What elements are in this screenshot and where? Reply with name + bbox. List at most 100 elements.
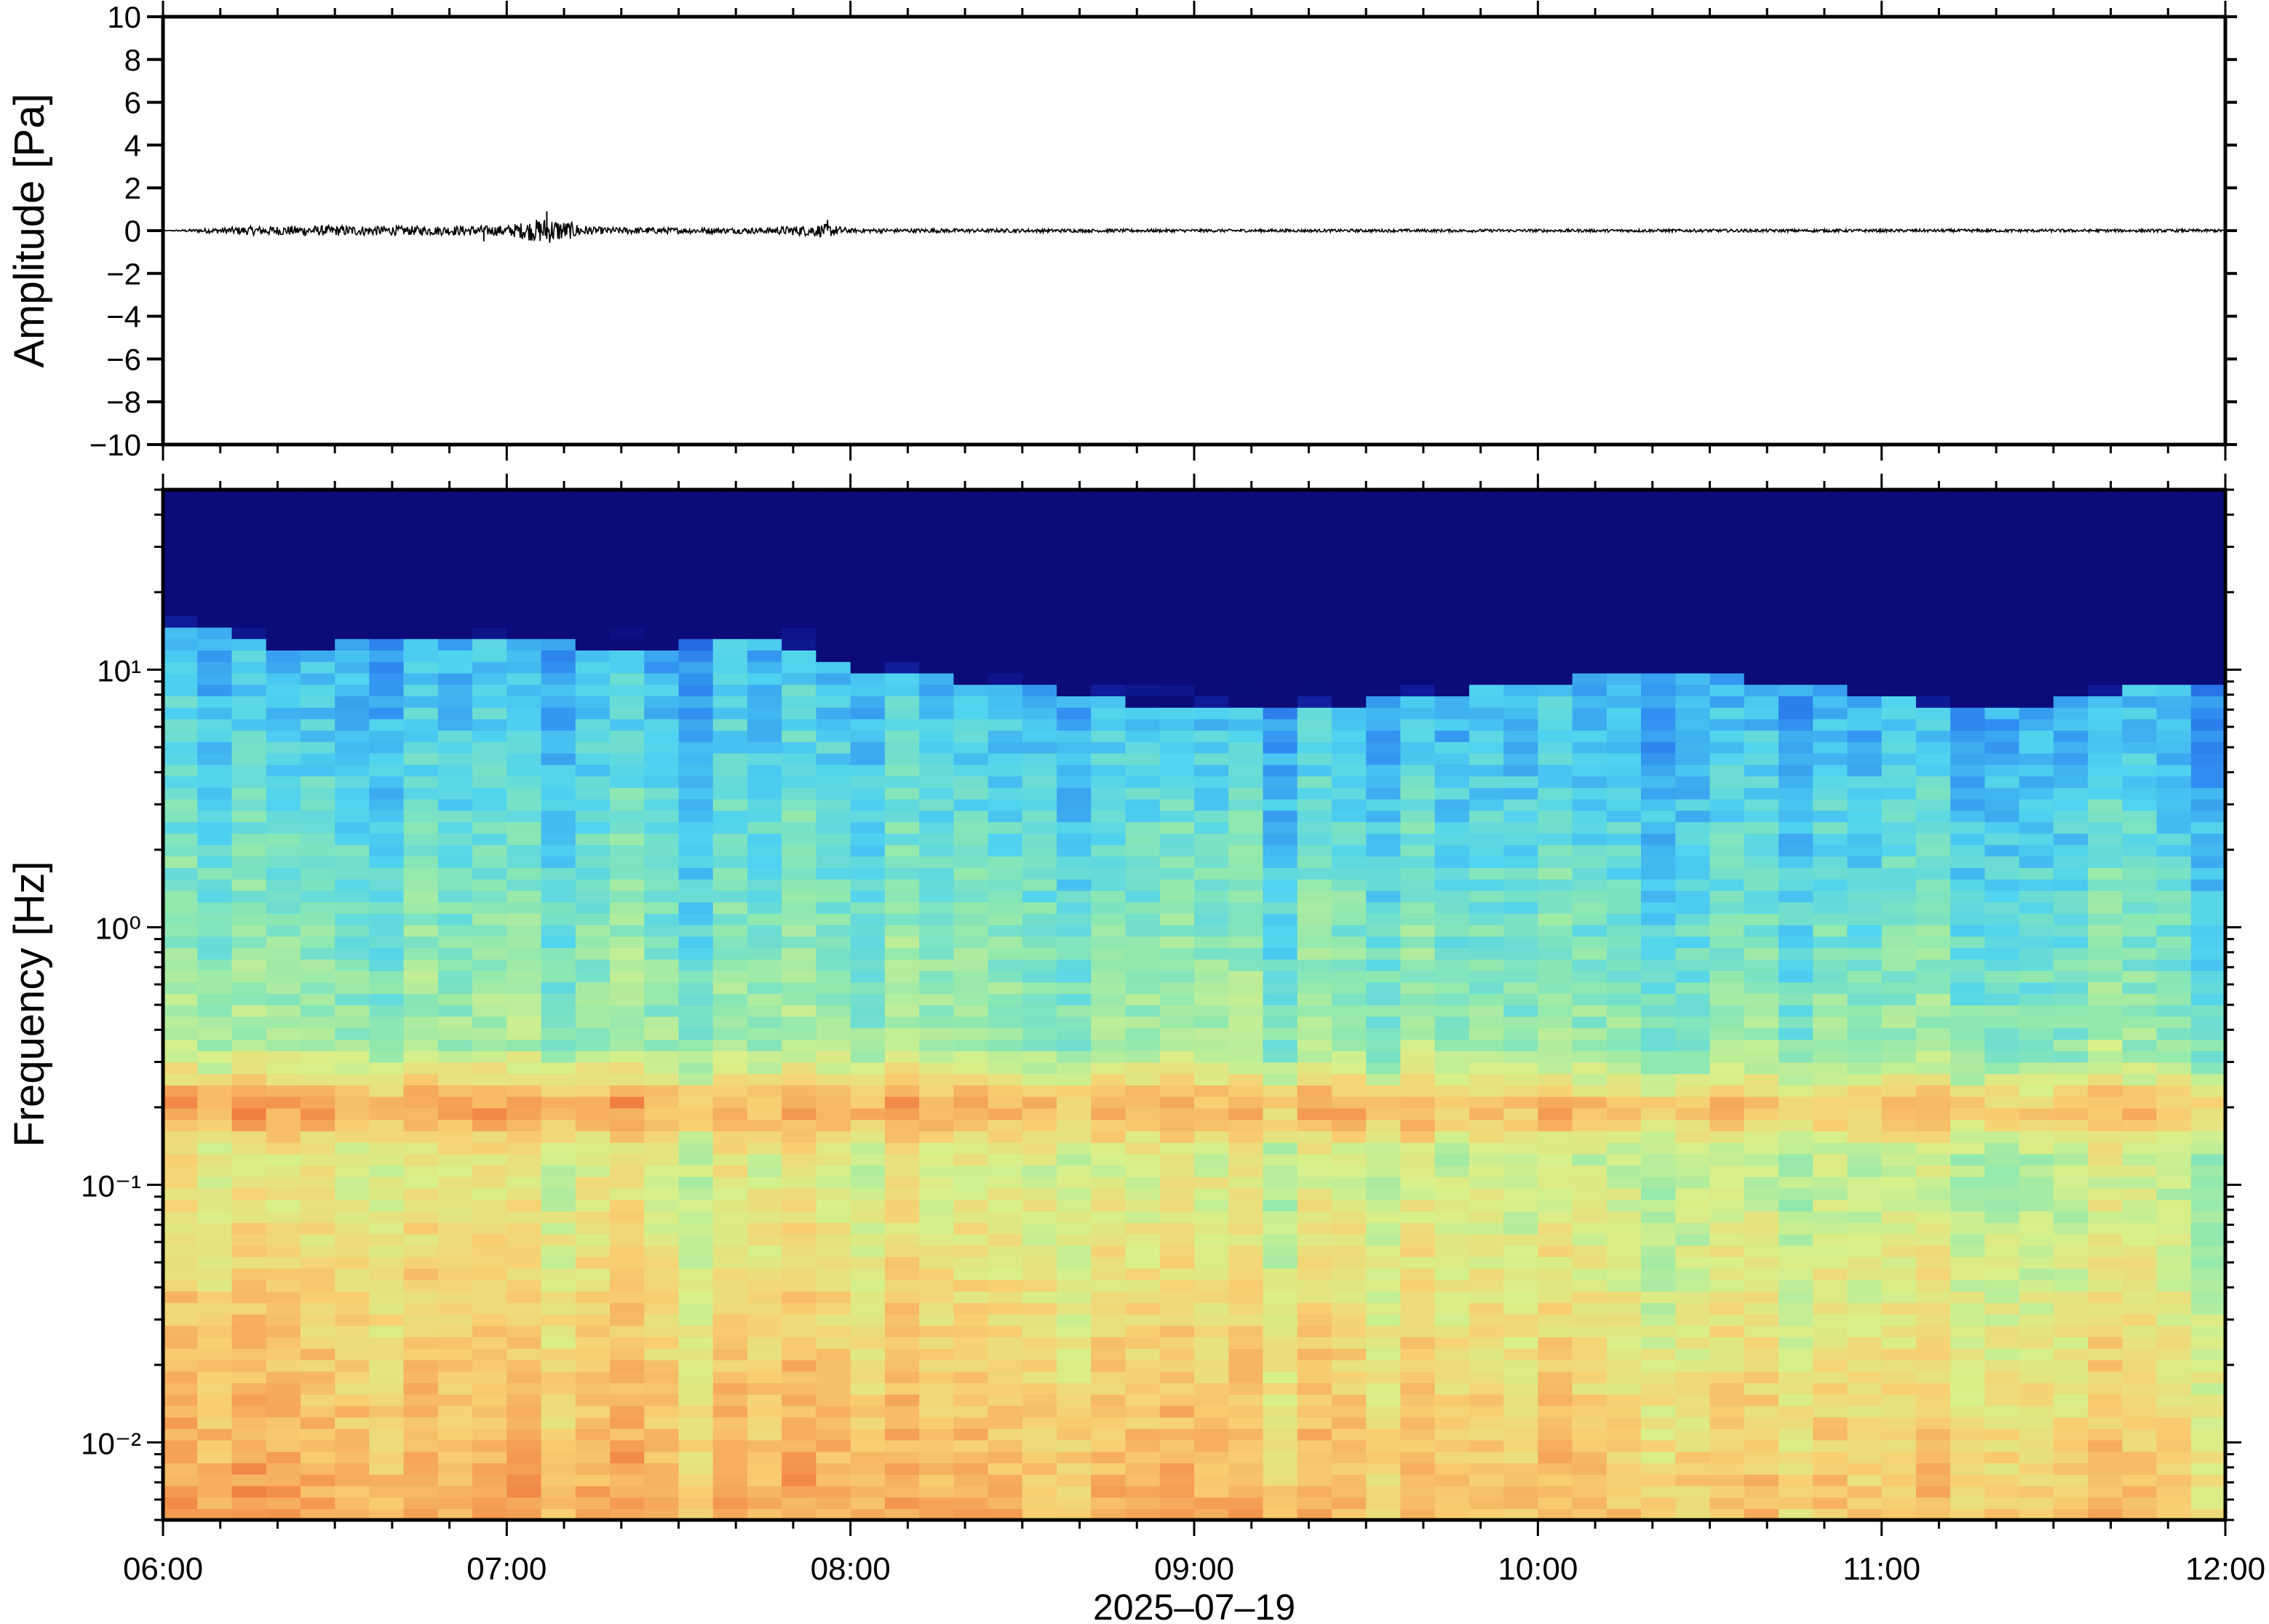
spectrogram-cell bbox=[1641, 650, 1676, 662]
spectrogram-cell bbox=[1057, 1428, 1092, 1441]
spectrogram-cell bbox=[1503, 1337, 1539, 1349]
spectrogram-cell bbox=[678, 1325, 714, 1337]
spectrogram-cell bbox=[266, 672, 301, 685]
spectrogram-cell bbox=[1125, 650, 1161, 662]
spectrogram-cell bbox=[163, 1039, 198, 1051]
spectrogram-cell bbox=[644, 752, 680, 765]
spectrogram-cell bbox=[712, 696, 748, 708]
spectrogram-cell bbox=[1881, 512, 1917, 525]
spectrogram-cell bbox=[1881, 1451, 1917, 1464]
spectrogram-cell bbox=[575, 1439, 611, 1452]
spectrogram-cell bbox=[1159, 1497, 1195, 1509]
spectrogram-cell bbox=[712, 833, 748, 845]
spectrogram-cell bbox=[369, 570, 405, 582]
spectrogram-cell bbox=[437, 1348, 473, 1361]
spectrogram-cell bbox=[1675, 1039, 1711, 1051]
spectrogram-cell bbox=[678, 752, 714, 765]
spectrogram-cell bbox=[1538, 1165, 1573, 1177]
spectrogram-cell bbox=[231, 1187, 267, 1201]
spectrogram-cell bbox=[1434, 1393, 1470, 1406]
spectrogram-cell bbox=[782, 1211, 817, 1223]
spectrogram-cell bbox=[610, 604, 645, 616]
spectrogram-cell bbox=[1057, 878, 1092, 891]
spectrogram-cell bbox=[1194, 1027, 1229, 1040]
spectrogram-cell bbox=[816, 1039, 851, 1051]
spectrogram-cell bbox=[1538, 696, 1573, 708]
spectrogram-cell bbox=[1915, 1267, 1951, 1281]
spectrogram-cell bbox=[575, 1417, 611, 1429]
spectrogram-cell bbox=[1813, 1313, 1848, 1326]
spectrogram-cell bbox=[816, 1142, 851, 1155]
spectrogram-cell bbox=[369, 1199, 405, 1211]
spectrogram-cell bbox=[1675, 1016, 1711, 1029]
spectrogram-cell bbox=[782, 1451, 817, 1464]
spectrogram-cell bbox=[541, 936, 576, 949]
spectrogram-cell bbox=[231, 1497, 267, 1509]
spectrogram-cell bbox=[300, 1428, 335, 1441]
spectrogram-cell bbox=[1159, 1085, 1195, 1097]
spectrogram-cell bbox=[1984, 764, 2020, 777]
spectrogram-cell bbox=[1469, 1382, 1504, 1395]
spectrogram-cell bbox=[1779, 535, 1813, 548]
spectrogram-cell bbox=[747, 1131, 782, 1143]
spectrogram-cell bbox=[1709, 684, 1745, 696]
spectrogram-cell bbox=[1400, 1302, 1436, 1315]
spectrogram-cell bbox=[1263, 1153, 1298, 1166]
spectrogram-cell bbox=[953, 1313, 989, 1326]
spectrogram-cell bbox=[712, 810, 748, 822]
spectrogram-cell bbox=[988, 604, 1023, 616]
spectrogram-cell bbox=[919, 604, 955, 616]
spectrogram-cell bbox=[403, 490, 439, 502]
spectrogram-cell bbox=[1057, 490, 1092, 502]
spectrogram-cell bbox=[610, 1039, 645, 1051]
spectrogram-cell bbox=[437, 592, 473, 605]
spectrogram-cell bbox=[1950, 650, 1986, 662]
spectrogram-cell bbox=[197, 1267, 233, 1281]
spectrogram-cell bbox=[197, 1497, 233, 1509]
spectrogram-cell bbox=[1469, 1474, 1504, 1486]
spectrogram-cell bbox=[437, 1165, 473, 1177]
spectrogram-cell bbox=[575, 901, 611, 914]
spectrogram-cell bbox=[782, 512, 817, 525]
spectrogram-cell bbox=[782, 1313, 817, 1326]
spectrogram-cell bbox=[1675, 706, 1711, 720]
spectrogram-cell bbox=[610, 1062, 645, 1075]
spectrogram-cell bbox=[1572, 1393, 1608, 1406]
spectrogram-cell bbox=[1125, 1371, 1161, 1383]
spectrogram-cell bbox=[747, 890, 782, 903]
spectrogram-cell bbox=[1503, 1382, 1539, 1395]
spectrogram-cell bbox=[437, 1050, 473, 1063]
spectrogram-cell bbox=[437, 616, 473, 628]
spectrogram-cell bbox=[1057, 1005, 1092, 1017]
spectrogram-cell bbox=[816, 1291, 851, 1303]
spectrogram-cell bbox=[850, 1050, 886, 1063]
spectrogram-cell bbox=[437, 1016, 473, 1029]
spectrogram-cell bbox=[953, 1417, 989, 1429]
waveform-x-ticks bbox=[162, 1, 2227, 461]
spectrogram-cell bbox=[1057, 1302, 1092, 1315]
spectrogram-cell bbox=[1503, 1039, 1539, 1051]
spectrogram-cell bbox=[369, 810, 405, 822]
spectrogram-cell bbox=[1194, 546, 1229, 560]
spectrogram-cell bbox=[1744, 1073, 1779, 1086]
spectrogram-cell bbox=[1400, 1485, 1436, 1498]
spectrogram-cell bbox=[678, 764, 714, 777]
spectrogram-cell bbox=[403, 1245, 439, 1257]
spectrogram-cell bbox=[266, 1211, 301, 1223]
spectrogram-cell bbox=[1125, 535, 1161, 548]
spectrogram-cell bbox=[1159, 1016, 1195, 1029]
spectrogram-cell bbox=[472, 764, 508, 777]
spectrogram-cell bbox=[266, 718, 301, 731]
spectrogram-cell bbox=[335, 661, 370, 674]
spectrogram-cell bbox=[1538, 1337, 1573, 1349]
spectrogram-cell bbox=[1057, 1153, 1092, 1166]
spectrogram-cell bbox=[678, 993, 714, 1006]
spectrogram-cell bbox=[988, 764, 1023, 777]
spectrogram-cell bbox=[1813, 490, 1848, 502]
spectrogram-cell bbox=[1263, 1027, 1298, 1040]
spectrogram-cell bbox=[1675, 787, 1711, 800]
spectrogram-cell bbox=[231, 1302, 267, 1315]
spectrogram-cell bbox=[884, 924, 920, 937]
spectrogram-cell bbox=[919, 1417, 955, 1429]
spectrogram-cell bbox=[1159, 821, 1195, 834]
